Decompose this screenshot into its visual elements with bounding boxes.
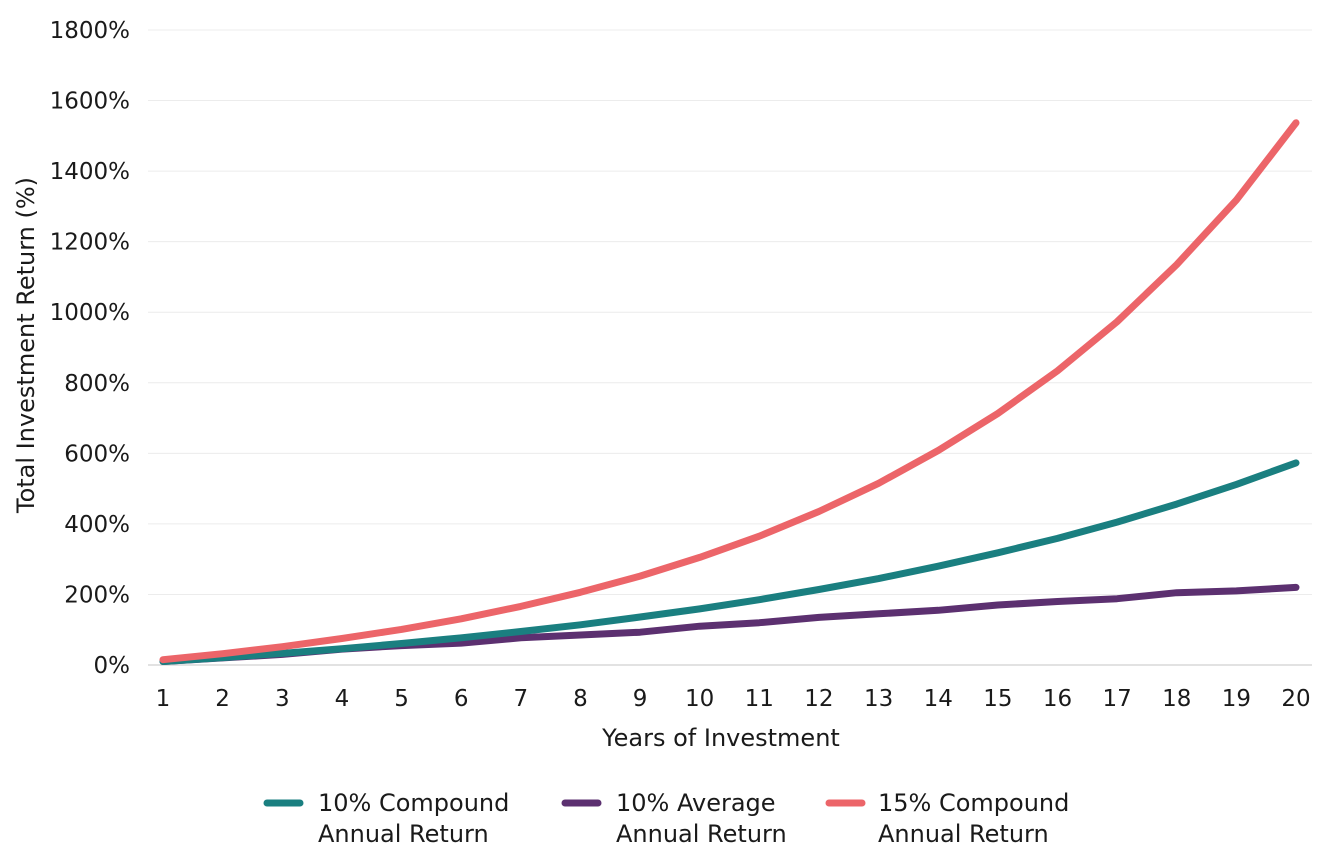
x-tick-label: 12 (804, 686, 833, 712)
x-tick-label: 13 (864, 686, 893, 712)
x-axis-ticks: 1 2 3 4 5 6 7 8 9 10 11 12 13 14 15 16 17 18 19 20 (156, 686, 1311, 712)
x-tick-label: 18 (1162, 686, 1191, 712)
legend-item-10-average: 10% Average Annual Return (561, 789, 787, 848)
y-tick-label: 1600% (50, 89, 130, 115)
series-lines (159, 119, 1300, 665)
series-line-1 (159, 459, 1300, 665)
y-tick-label: 800% (64, 371, 130, 397)
legend-label: Annual Return (616, 820, 787, 848)
x-tick-label: 8 (573, 686, 588, 712)
legend-item-10-compound: 10% Compound Annual Return (263, 789, 509, 848)
y-tick-label: 1000% (50, 300, 130, 326)
x-axis-title: Years of Investment (601, 724, 840, 752)
y-tick-label: 600% (64, 441, 130, 467)
x-tick-label: 14 (924, 686, 953, 712)
x-tick-label: 1 (156, 686, 171, 712)
legend-label: 15% Compound (878, 789, 1069, 817)
x-tick-label: 15 (983, 686, 1012, 712)
y-axis-ticks: 0% 200% 400% 600% 800% 1000% 1200% 1400% 1600% 18… (50, 18, 130, 679)
x-tick-label: 10 (685, 686, 714, 712)
x-tick-label: 5 (394, 686, 409, 712)
x-tick-label: 19 (1222, 686, 1251, 712)
legend-label: 10% Average (616, 789, 776, 817)
x-tick-label: 16 (1043, 686, 1072, 712)
x-tick-label: 6 (454, 686, 469, 712)
y-tick-label: 200% (64, 582, 130, 608)
y-tick-label: 1400% (50, 159, 130, 185)
series-line-3 (159, 119, 1300, 664)
x-tick-label: 11 (745, 686, 774, 712)
y-tick-label: 0% (94, 653, 131, 679)
x-tick-label: 3 (275, 686, 290, 712)
x-tick-label: 7 (513, 686, 528, 712)
y-axis-title: Total Investment Return (%) (12, 177, 40, 514)
legend-item-15-compound: 15% Compound Annual Return (825, 789, 1069, 848)
x-tick-label: 17 (1102, 686, 1131, 712)
x-tick-label: 9 (633, 686, 648, 712)
legend: 10% Compound Annual Return 10% Average A… (263, 789, 1069, 848)
legend-label: 10% Compound (318, 789, 509, 817)
legend-label: Annual Return (878, 820, 1049, 848)
y-tick-label: 400% (64, 512, 130, 538)
x-tick-label: 4 (335, 686, 350, 712)
y-tick-label: 1800% (50, 18, 130, 44)
gridlines (148, 29, 1312, 666)
x-tick-label: 20 (1281, 686, 1310, 712)
x-tick-label: 2 (215, 686, 230, 712)
legend-label: Annual Return (318, 820, 489, 848)
y-tick-label: 1200% (50, 230, 130, 256)
